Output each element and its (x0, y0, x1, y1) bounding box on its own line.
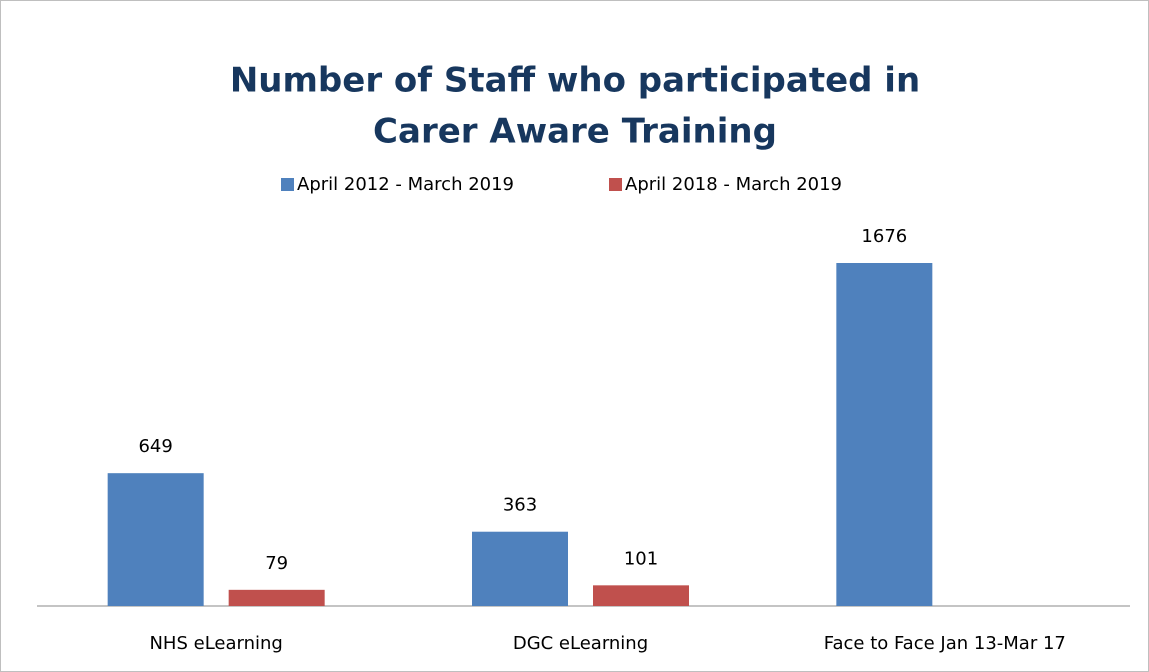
bar (472, 531, 568, 606)
data-label: 101 (624, 548, 658, 569)
legend-swatch (609, 178, 622, 191)
bar (228, 589, 325, 606)
chart-title: Number of Staff who participated in (230, 61, 920, 101)
chart-title: Carer Aware Training (373, 112, 777, 152)
data-label: 79 (265, 553, 288, 574)
data-label: 1676 (861, 226, 907, 247)
x-tick-label: DGC eLearning (513, 633, 648, 654)
legend-label: April 2012 - March 2019 (297, 174, 514, 195)
legend-swatch (281, 178, 294, 191)
legend-label: April 2018 - March 2019 (625, 174, 842, 195)
bar (107, 473, 204, 606)
x-tick-label: NHS eLearning (149, 633, 282, 654)
data-label: 649 (138, 436, 172, 457)
x-tick-label: Face to Face Jan 13-Mar 17 (824, 633, 1066, 654)
bar (836, 263, 933, 606)
data-label: 363 (503, 495, 537, 516)
bar (593, 585, 689, 606)
